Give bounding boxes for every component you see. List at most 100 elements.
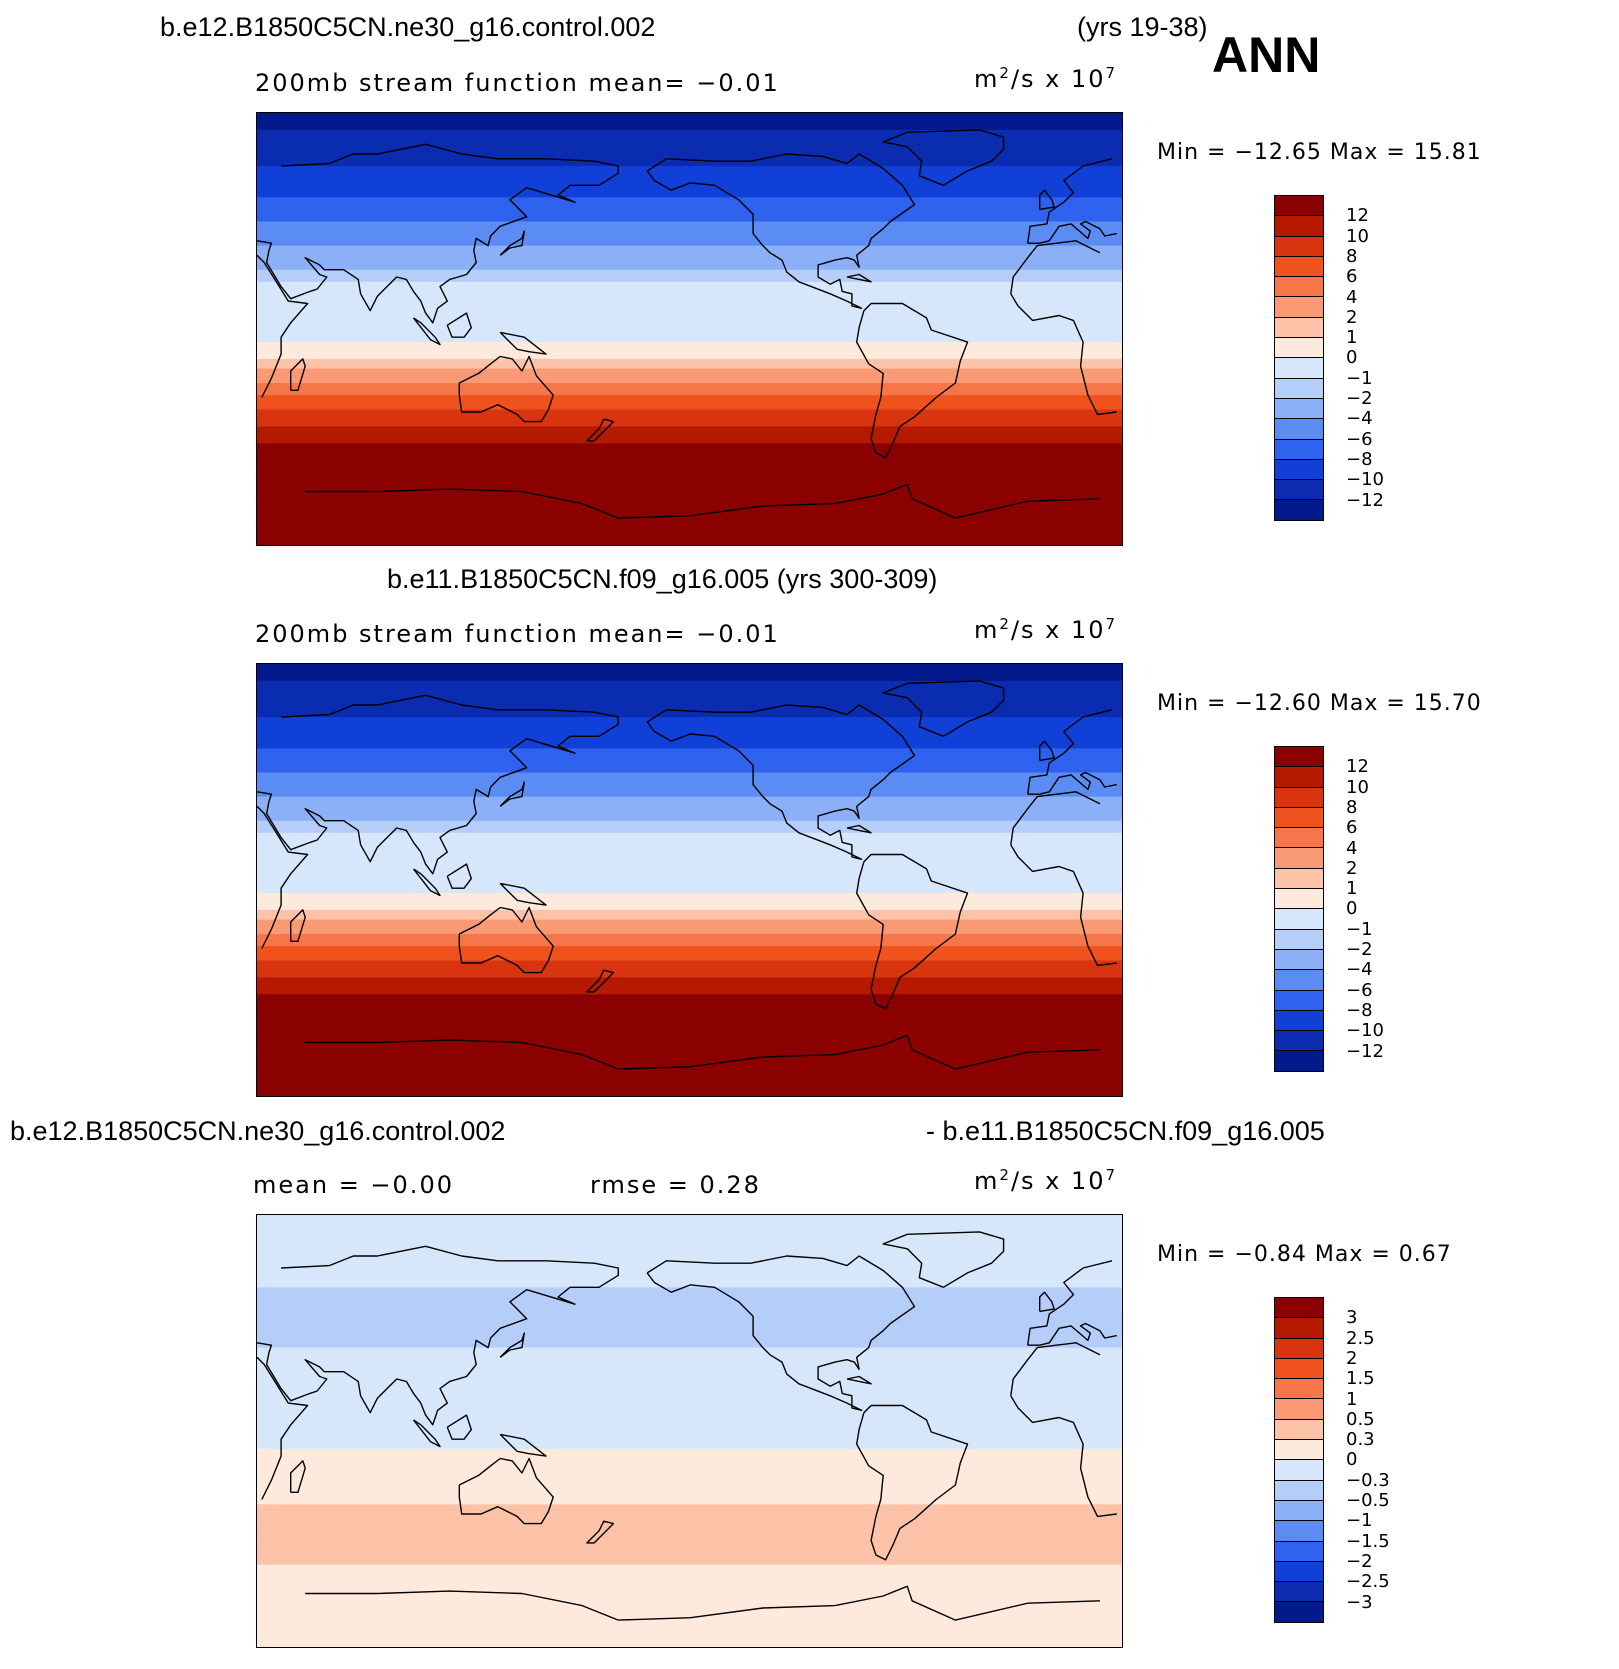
- contour-band: [257, 1424, 1122, 1428]
- coastline: [1010, 1342, 1101, 1396]
- contour-band: [257, 1646, 1122, 1647]
- colorbar-label: −1.5: [1346, 1530, 1390, 1552]
- contour-band: [257, 1593, 1122, 1597]
- contour-band: [257, 1391, 1122, 1395]
- colorbar-label: 8: [1346, 796, 1358, 818]
- contour-band: [257, 1571, 1122, 1575]
- contour-band: [257, 173, 1122, 177]
- contour-band: [257, 1011, 1122, 1015]
- contour-band: [257, 1605, 1122, 1609]
- contour-band: [257, 1241, 1122, 1245]
- coastline: [586, 969, 615, 993]
- contour-band: [257, 498, 1122, 502]
- contour-band: [257, 683, 1122, 687]
- colorbar-swatch: [1274, 746, 1324, 768]
- contour-band: [257, 170, 1122, 174]
- coastline: [1010, 1395, 1117, 1518]
- panel3-colorbar: [1274, 1297, 1324, 1623]
- contour-band: [257, 970, 1122, 974]
- contour-band: [257, 965, 1122, 969]
- contour-band: [257, 264, 1122, 268]
- contour-band: [257, 1301, 1122, 1305]
- contour-band: [257, 1248, 1122, 1252]
- contour-band: [257, 1468, 1122, 1472]
- contour-band: [257, 438, 1122, 442]
- coastline: [257, 143, 619, 324]
- contour-band: [257, 1350, 1122, 1354]
- contour-band: [257, 1001, 1122, 1005]
- colorbar-label: 10: [1346, 776, 1369, 798]
- contour-band: [257, 322, 1122, 326]
- contour-band: [257, 518, 1122, 522]
- contour-band: [257, 1234, 1122, 1238]
- coastline: [412, 868, 441, 897]
- colorbar-label: 3: [1346, 1307, 1358, 1329]
- colorbar-label: −8: [1346, 448, 1373, 470]
- contour-band: [257, 1610, 1122, 1614]
- contour-band: [257, 1028, 1122, 1032]
- coastline: [305, 488, 619, 519]
- contour-band: [257, 697, 1122, 701]
- contour-band: [257, 366, 1122, 370]
- contour-band: [257, 1528, 1122, 1532]
- contour-band: [257, 1608, 1122, 1612]
- contour-band: [257, 856, 1122, 860]
- contour-band: [257, 153, 1122, 157]
- contour-band: [257, 765, 1122, 769]
- contour-band: [257, 375, 1122, 379]
- contour-band: [257, 115, 1122, 119]
- contour-band: [257, 1456, 1122, 1460]
- contour-band: [257, 313, 1122, 317]
- coastline: [499, 331, 547, 355]
- colorbar-swatch: [1274, 1499, 1324, 1522]
- contour-band: [257, 975, 1122, 979]
- contour-band: [257, 878, 1122, 882]
- contour-band: [257, 678, 1122, 682]
- contour-band: [257, 397, 1122, 401]
- contour-band: [257, 1018, 1122, 1022]
- contour-band: [257, 395, 1122, 399]
- contour-band: [257, 779, 1122, 783]
- panel3-map: [256, 1214, 1123, 1648]
- contour-band: [257, 1576, 1122, 1580]
- colorbar-label: 10: [1346, 225, 1369, 247]
- colorbar-label: 0.5: [1346, 1408, 1375, 1430]
- coastline: [846, 273, 872, 283]
- contour-band: [257, 1333, 1122, 1337]
- contour-band: [257, 1586, 1122, 1590]
- contour-band: [257, 416, 1122, 420]
- contour-band: [257, 924, 1122, 928]
- contour-band: [257, 284, 1122, 288]
- contour-band: [257, 440, 1122, 444]
- contour-band: [257, 1407, 1122, 1411]
- contour-band: [257, 1386, 1122, 1390]
- colorbar-label: 1.5: [1346, 1368, 1375, 1390]
- contour-band: [257, 1345, 1122, 1349]
- panel3-minmax: Min = −0.84 Max = 0.67: [1157, 1242, 1452, 1267]
- colorbar-swatch: [1274, 276, 1324, 298]
- contour-band: [257, 1020, 1122, 1024]
- years-label: (yrs 19-38): [1077, 12, 1208, 42]
- contour-band: [257, 1436, 1122, 1440]
- contour-band: [257, 1581, 1122, 1585]
- contour-band: [257, 298, 1122, 302]
- diff-right-title: - b.e11.B1850C5CN.f09_g16.005: [926, 1116, 1325, 1146]
- map-svg: [257, 1215, 1122, 1647]
- contour-band: [257, 1311, 1122, 1315]
- contour-band: [257, 784, 1122, 788]
- contour-band: [257, 1284, 1122, 1288]
- contour-band: [257, 1296, 1122, 1300]
- coastline: [290, 909, 306, 942]
- colorbar-swatch: [1274, 438, 1324, 460]
- contour-band: [257, 808, 1122, 812]
- coastline: [458, 1457, 554, 1525]
- contour-band: [257, 1352, 1122, 1356]
- colorbar-swatch: [1274, 1540, 1324, 1562]
- contour-band: [257, 1612, 1122, 1616]
- colorbar-label: −2.5: [1346, 1571, 1390, 1593]
- contour-band: [257, 837, 1122, 841]
- contour-band: [257, 161, 1122, 165]
- colorbar-swatch: [1274, 766, 1324, 788]
- contour-band: [257, 1591, 1122, 1595]
- contour-band: [257, 1567, 1122, 1571]
